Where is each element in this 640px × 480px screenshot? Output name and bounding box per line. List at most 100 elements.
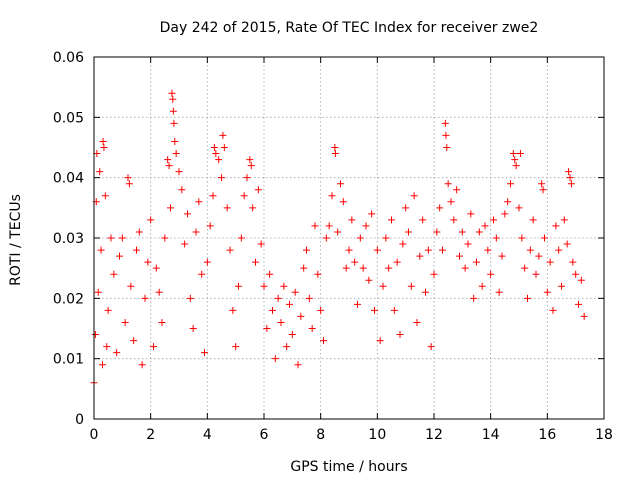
data-point [331, 144, 339, 151]
data-point [107, 234, 115, 242]
x-tick-label: 0 [90, 427, 99, 443]
data-point [269, 306, 276, 314]
data-point [371, 306, 378, 314]
data-point [164, 156, 172, 164]
data-point [127, 282, 135, 290]
data-point [492, 234, 500, 242]
data-point [252, 258, 259, 266]
data-point [424, 246, 432, 254]
data-point [169, 107, 177, 115]
data-point [339, 198, 347, 206]
data-point [161, 234, 169, 242]
data-point [247, 162, 255, 170]
data-point [317, 306, 325, 314]
data-point [511, 156, 519, 164]
data-point [580, 312, 588, 320]
data-point [399, 240, 407, 248]
data-point [232, 343, 240, 351]
data-point [280, 282, 288, 290]
data-point [563, 240, 571, 248]
data-point [246, 156, 254, 164]
data-point [263, 325, 271, 332]
data-point [334, 228, 342, 236]
data-point [170, 119, 178, 127]
data-point [320, 337, 327, 345]
data-point [158, 318, 166, 326]
x-tick-label: 6 [260, 427, 269, 443]
data-point [277, 318, 285, 326]
data-point [566, 174, 574, 182]
data-point [206, 222, 214, 230]
data-point [546, 258, 554, 266]
data-point [192, 228, 200, 236]
data-point [565, 168, 573, 176]
data-point [254, 186, 262, 194]
data-point [379, 282, 387, 290]
data-point [521, 264, 529, 272]
tick-labels: 0 2 4 6 8 10 12 14 16 18 0 0.01 0.02 0.03 0.04 0.05 0.06 [53, 50, 613, 443]
data-point [209, 192, 217, 200]
data-point [96, 168, 104, 176]
data-point [249, 204, 257, 212]
data-point [331, 150, 339, 158]
data-point [303, 246, 310, 254]
x-axis-label: GPS time / hours [290, 459, 407, 475]
data-point [373, 246, 381, 254]
data-point [184, 210, 191, 218]
data-point [569, 258, 577, 266]
x-tick-label: 10 [368, 427, 386, 443]
data-point [524, 294, 531, 302]
data-point [436, 204, 444, 212]
data-point [422, 288, 429, 296]
data-point [356, 234, 364, 242]
chart-title: Day 242 of 2015, Rate Of TEC Index for r… [160, 20, 539, 36]
x-tick-label: 14 [482, 427, 500, 443]
x-tick-label: 18 [595, 427, 613, 443]
data-point [365, 276, 373, 284]
data-point [97, 246, 105, 254]
data-point [442, 131, 450, 139]
data-point [427, 343, 435, 351]
x-tick-label: 2 [146, 427, 155, 443]
data-point [473, 258, 480, 266]
y-tick-label: 0.05 [53, 110, 84, 126]
data-point [167, 204, 174, 212]
data-point [450, 216, 458, 224]
data-point [94, 288, 102, 296]
data-point [260, 282, 268, 290]
data-point [181, 240, 189, 248]
data-point [458, 228, 466, 236]
data-point [495, 288, 503, 296]
plot-frame [93, 56, 605, 420]
data-point [433, 228, 441, 236]
data-point [99, 361, 106, 369]
data-point [286, 300, 293, 308]
data-point [342, 264, 350, 272]
data-point [549, 306, 557, 314]
data-point [393, 258, 401, 266]
data-point [390, 306, 398, 314]
y-tick-label: 0.02 [53, 291, 84, 307]
data-point [150, 343, 157, 351]
data-point [441, 119, 449, 127]
data-point [220, 144, 228, 151]
y-tick-label: 0.06 [53, 50, 84, 66]
data-point [155, 288, 163, 296]
data-point [172, 150, 180, 158]
data-point [124, 174, 132, 182]
data-point [141, 294, 149, 302]
data-point [405, 228, 412, 236]
data-point [484, 246, 492, 254]
y-tick-label: 0 [75, 412, 84, 428]
data-point [257, 240, 265, 248]
data-point [294, 361, 302, 369]
data-point [152, 264, 160, 272]
data-point [274, 294, 282, 302]
data-point [453, 186, 461, 194]
data-point [203, 258, 211, 266]
data-point [235, 282, 242, 290]
data-point [113, 349, 121, 357]
data-point [135, 228, 143, 236]
data-point [305, 294, 313, 302]
data-point [215, 156, 223, 164]
